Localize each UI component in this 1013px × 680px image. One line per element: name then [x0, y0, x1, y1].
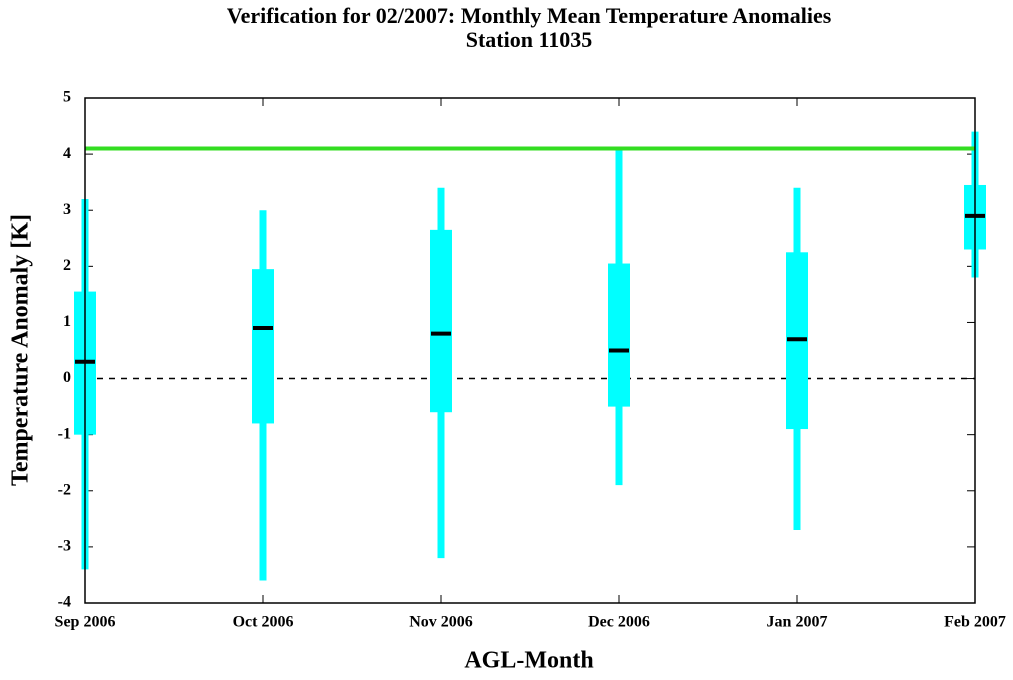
x-tick-label: Nov 2006	[409, 614, 473, 631]
x-axis-label: AGL-Month	[464, 648, 593, 674]
y-tick-label: 5	[63, 89, 71, 106]
x-tick-label: Jan 2007	[767, 614, 828, 631]
x-tick-label: Sep 2006	[55, 614, 116, 631]
y-tick-label: -2	[58, 481, 71, 498]
y-tick-label: 0	[63, 369, 71, 386]
y-tick-label: 4	[63, 145, 71, 162]
y-tick-label: 3	[63, 201, 71, 218]
chart-subtitle: Station 11035	[466, 27, 593, 52]
y-tick-label: -3	[58, 538, 71, 555]
y-tick-label: 2	[63, 257, 71, 274]
x-tick-label: Dec 2006	[588, 614, 650, 631]
y-tick-label: -1	[58, 425, 71, 442]
x-tick-label: Oct 2006	[233, 614, 294, 631]
y-tick-label: -4	[58, 594, 71, 611]
y-axis-label: Temperature Anomaly [K]	[8, 214, 34, 486]
chart-title: Verification for 02/2007: Monthly Mean T…	[227, 3, 832, 28]
box	[252, 269, 274, 424]
y-tick-label: 1	[63, 313, 71, 330]
box	[430, 229, 452, 413]
box	[608, 263, 630, 407]
plot-frame	[84, 97, 976, 604]
x-tick-label: Feb 2007	[944, 614, 1006, 631]
